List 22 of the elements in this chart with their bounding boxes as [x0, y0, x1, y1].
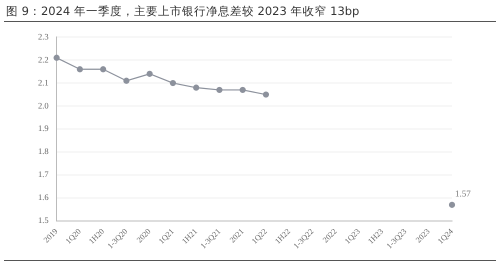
data-label: 1.57 [455, 188, 472, 199]
point [216, 86, 223, 94]
y-tick-label: 2.0 [38, 100, 49, 110]
y-tick-label: 1.8 [38, 146, 49, 156]
point [54, 54, 60, 61]
y-tick-label: 1.6 [38, 192, 49, 202]
y-tick-label: 2.2 [38, 54, 49, 64]
point [448, 202, 456, 208]
point [100, 66, 106, 72]
point [240, 86, 246, 94]
point [123, 78, 130, 84]
y-tick-label: 1.9 [38, 123, 49, 134]
y-tick-label: 2.3 [38, 31, 49, 42]
point [146, 70, 153, 77]
point [193, 84, 200, 91]
y-tick-label: 1.7 [38, 169, 49, 180]
point [262, 91, 270, 98]
point [170, 80, 176, 86]
y-tick-label: 2.1 [38, 77, 49, 88]
y-tick-label: 1.5 [38, 215, 49, 226]
point [76, 66, 83, 72]
chart-title: 图 9：2024 年一季度，主要上市银行净息差较 2023 年收窄 13bp [6, 4, 360, 19]
